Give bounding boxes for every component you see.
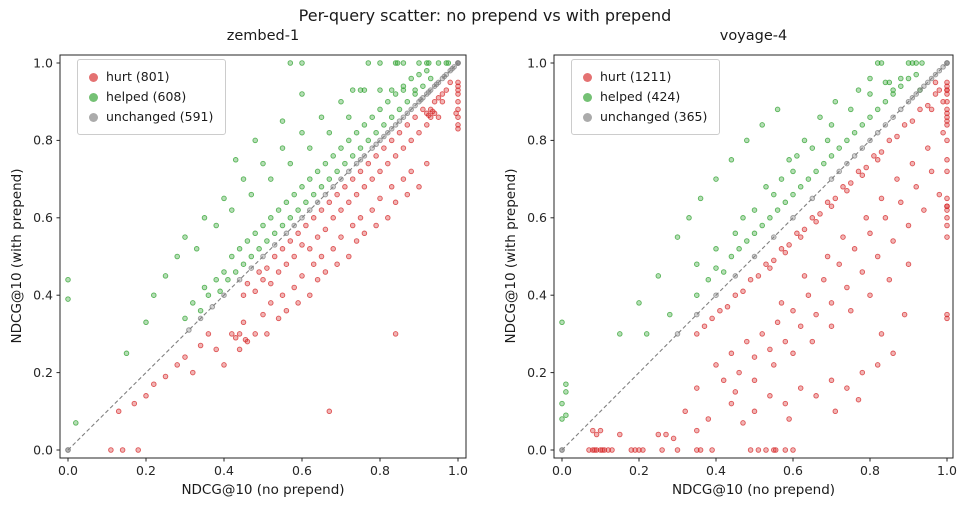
svg-text:0.4: 0.4 bbox=[214, 463, 234, 478]
svg-text:0.0: 0.0 bbox=[527, 442, 547, 457]
unchanged-marker-icon bbox=[584, 113, 591, 121]
subplot-voyage-4: 0.0 0.2 0.4 0.6 0.8 1.0 0.0 0.2 0.4 0.6 0.8 1.0 bbox=[527, 54, 957, 478]
series-hurt bbox=[586, 79, 950, 453]
svg-text:0.8: 0.8 bbox=[370, 463, 390, 478]
series-helped bbox=[65, 60, 452, 426]
legend-label-helped: helped (608) bbox=[106, 89, 187, 104]
svg-text:0.6: 0.6 bbox=[33, 210, 53, 225]
svg-text:0.4: 0.4 bbox=[33, 288, 53, 303]
svg-text:0.0: 0.0 bbox=[33, 442, 53, 457]
legend-left: hurt (801) helped (608) unchanged (591) bbox=[77, 59, 227, 135]
legend-item-hurt: hurt (1211) bbox=[581, 67, 707, 87]
axis-ticks: 0.0 0.2 0.4 0.6 0.8 1.0 0.0 0.2 0.4 0.6 0.8 1.0 bbox=[527, 55, 957, 478]
axes-spines bbox=[59, 54, 467, 459]
svg-text:0.2: 0.2 bbox=[136, 463, 156, 478]
identity-line bbox=[561, 62, 948, 451]
svg-text:1.0: 1.0 bbox=[33, 55, 53, 70]
legend-label-helped: helped (424) bbox=[600, 89, 681, 104]
legend-label-hurt: hurt (801) bbox=[106, 69, 170, 84]
subplot-title-zembed-1: zembed-1 bbox=[226, 28, 300, 44]
figure-title: Per-query scatter: no prepend vs with pr… bbox=[298, 6, 672, 25]
helped-marker-icon bbox=[584, 93, 591, 101]
series-helped bbox=[559, 60, 925, 422]
subplot-title-voyage-4: voyage-4 bbox=[719, 28, 788, 44]
svg-text:0.6: 0.6 bbox=[527, 210, 547, 225]
svg-text:0.4: 0.4 bbox=[706, 463, 726, 478]
svg-text:0.4: 0.4 bbox=[527, 288, 547, 303]
legend-item-unchanged: unchanged (365) bbox=[581, 107, 707, 127]
x-axis-label-left: NDCG@10 (no prepend) bbox=[181, 482, 345, 498]
y-axis-label-left: NDCG@10 (with prepend) bbox=[9, 168, 25, 344]
svg-text:0.6: 0.6 bbox=[292, 463, 312, 478]
legend-item-helped: helped (608) bbox=[87, 87, 213, 107]
svg-text:0.2: 0.2 bbox=[33, 365, 53, 380]
unchanged-marker-icon bbox=[90, 113, 97, 121]
svg-text:0.2: 0.2 bbox=[527, 365, 547, 380]
legend-label-hurt: hurt (1211) bbox=[600, 69, 672, 84]
helped-marker-icon bbox=[90, 93, 97, 101]
svg-text:1.0: 1.0 bbox=[527, 55, 547, 70]
svg-text:0.2: 0.2 bbox=[629, 463, 649, 478]
svg-text:0.0: 0.0 bbox=[58, 463, 78, 478]
series-hurt bbox=[108, 79, 461, 453]
axis-ticks: 0.0 0.2 0.4 0.6 0.8 1.0 0.0 0.2 0.4 0.6 0.8 1.0 bbox=[33, 55, 468, 478]
legend-right: hurt (1211) helped (424) unchanged (365) bbox=[571, 59, 721, 135]
legend-item-hurt: hurt (801) bbox=[87, 67, 213, 87]
svg-text:0.0: 0.0 bbox=[552, 463, 572, 478]
legend-label-unchanged: unchanged (365) bbox=[600, 109, 708, 124]
svg-text:0.8: 0.8 bbox=[860, 463, 880, 478]
y-axis-label-right: NDCG@10 (with prepend) bbox=[503, 168, 519, 344]
x-axis-label-right: NDCG@10 (no prepend) bbox=[671, 482, 836, 498]
hurt-marker-icon bbox=[90, 73, 97, 81]
svg-text:0.6: 0.6 bbox=[783, 463, 803, 478]
legend-label-unchanged: unchanged (591) bbox=[106, 109, 214, 124]
subplot-zembed-1: 0.0 0.2 0.4 0.6 0.8 1.0 0.0 0.2 0.4 0.6 0.8 1.0 bbox=[33, 54, 468, 478]
hurt-marker-icon bbox=[584, 73, 591, 81]
svg-text:0.8: 0.8 bbox=[33, 133, 53, 148]
svg-text:0.8: 0.8 bbox=[527, 133, 547, 148]
identity-line bbox=[67, 62, 459, 451]
axes-spines bbox=[553, 54, 954, 459]
svg-text:1.0: 1.0 bbox=[937, 463, 957, 478]
legend-item-unchanged: unchanged (591) bbox=[87, 107, 213, 127]
svg-text:1.0: 1.0 bbox=[448, 463, 468, 478]
legend-item-helped: helped (424) bbox=[581, 87, 707, 107]
